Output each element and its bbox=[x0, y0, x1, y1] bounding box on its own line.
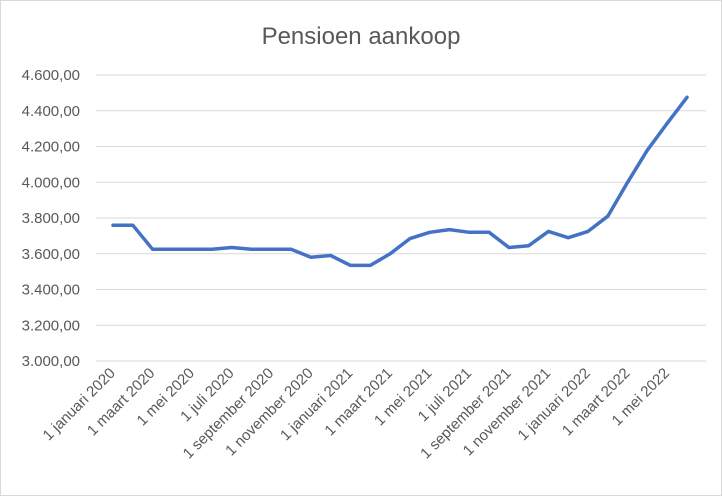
data-point bbox=[408, 237, 412, 241]
data-point bbox=[467, 230, 471, 234]
y-tick-label: 3.400,00 bbox=[22, 282, 80, 299]
y-tick-label: 4.000,00 bbox=[22, 174, 80, 191]
y-tick-label: 4.200,00 bbox=[22, 139, 80, 156]
series-layer bbox=[111, 95, 689, 268]
y-tick-label: 4.600,00 bbox=[22, 67, 80, 84]
y-tick-label: 3.800,00 bbox=[22, 210, 80, 227]
data-point bbox=[527, 244, 531, 248]
data-point bbox=[448, 228, 451, 232]
data-point bbox=[190, 247, 194, 251]
y-axis-ticks: 3.000,00 3.200,00 3.400,00 3.600,00 3.800,00… bbox=[22, 67, 80, 370]
y-tick-label: 3.200,00 bbox=[22, 317, 80, 334]
data-point bbox=[329, 254, 333, 257]
data-point bbox=[665, 121, 669, 125]
data-point bbox=[645, 148, 649, 152]
data-point bbox=[685, 95, 689, 99]
data-point bbox=[606, 214, 610, 218]
data-point bbox=[269, 247, 273, 251]
data-point bbox=[349, 263, 352, 267]
data-point bbox=[151, 247, 155, 251]
y-tick-label: 4.400,00 bbox=[22, 103, 80, 120]
data-point bbox=[289, 247, 293, 251]
data-point bbox=[507, 246, 511, 249]
data-point bbox=[428, 230, 432, 234]
y-tick-label: 3.600,00 bbox=[22, 246, 80, 263]
gridlines bbox=[96, 74, 706, 362]
data-point bbox=[626, 180, 630, 184]
data-point bbox=[368, 263, 372, 267]
data-point bbox=[250, 247, 254, 251]
data-point bbox=[131, 223, 135, 227]
data-point bbox=[309, 255, 313, 259]
data-point bbox=[546, 229, 550, 233]
data-point bbox=[170, 247, 174, 251]
data-point bbox=[111, 223, 115, 227]
data-point bbox=[230, 246, 234, 249]
y-tick-label: 3.000,00 bbox=[22, 353, 80, 370]
data-point bbox=[388, 252, 392, 256]
data-point bbox=[586, 229, 590, 233]
series-line bbox=[111, 95, 689, 268]
chart-title: Pensioen aankoop bbox=[262, 23, 461, 50]
data-point bbox=[566, 236, 570, 240]
data-point bbox=[210, 247, 214, 251]
data-point bbox=[487, 230, 491, 234]
